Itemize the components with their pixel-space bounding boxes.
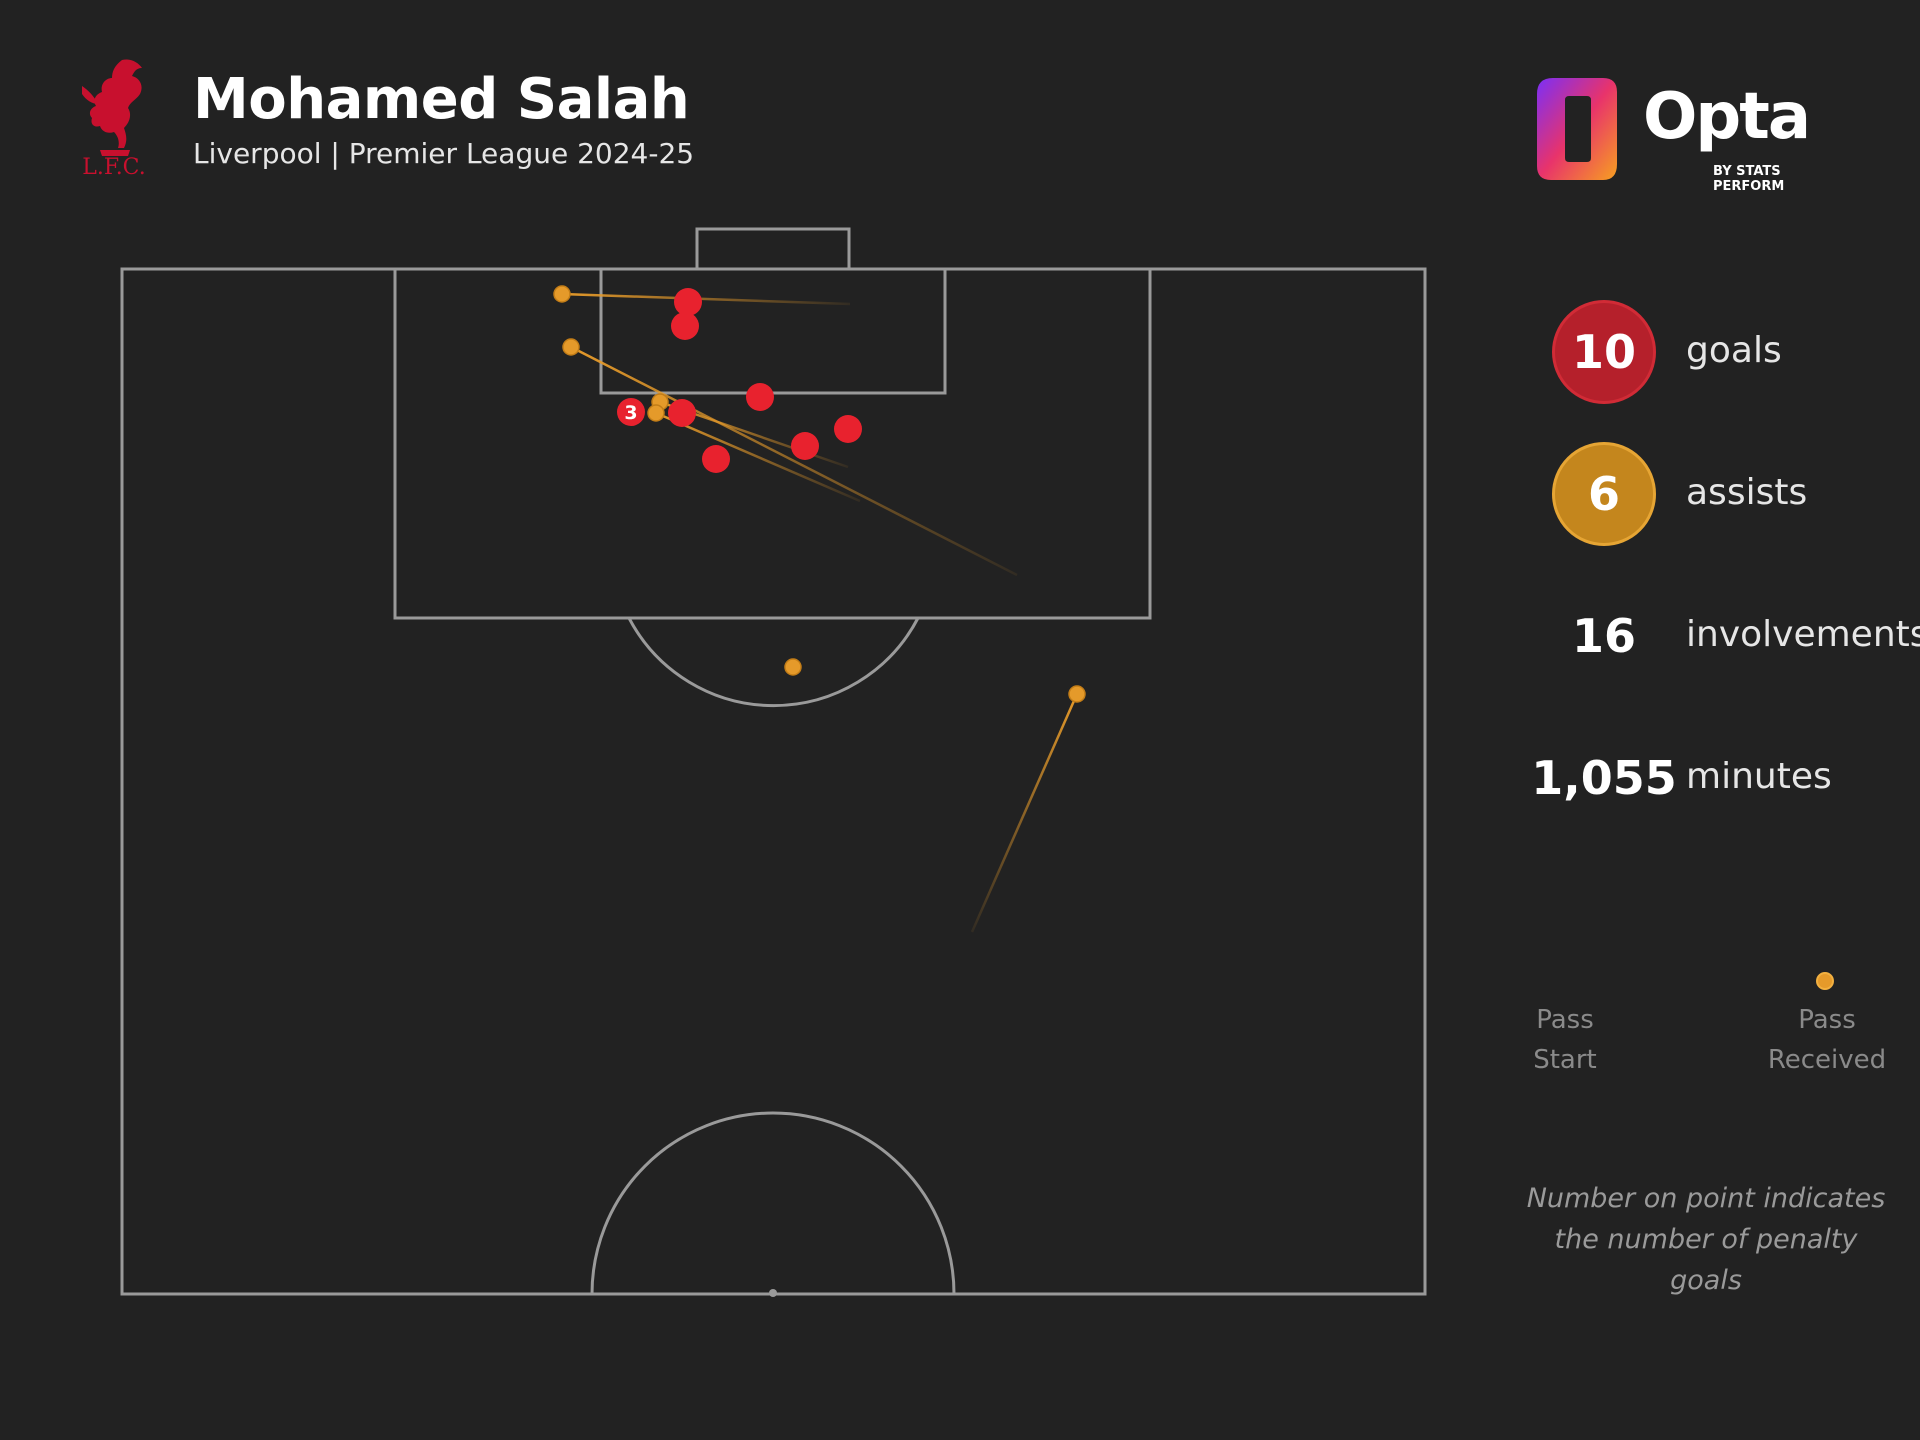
subtitle: Liverpool | Premier League 2024-25 bbox=[193, 137, 695, 170]
goal-point bbox=[668, 399, 696, 427]
crest-text: L.F.C. bbox=[82, 155, 145, 178]
assist-pass-line bbox=[561, 292, 851, 306]
legend-pass-received-marker bbox=[1816, 972, 1834, 990]
stat-value-badge: 6 bbox=[1552, 442, 1656, 546]
title-block: Mohamed Salah Liverpool | Premier League… bbox=[193, 66, 694, 172]
legend-start-line1: Pass bbox=[1536, 1005, 1594, 1035]
six-yard-box bbox=[599, 267, 947, 395]
assist-received-point bbox=[647, 404, 665, 422]
penalty-note-line2: the number of penalty goals bbox=[1554, 1224, 1858, 1296]
assist-received-point bbox=[784, 658, 802, 676]
liverpool-crest-logo: L.F.C. bbox=[82, 59, 146, 178]
assist-received-point bbox=[562, 338, 580, 356]
penalty-note: Number on point indicates the number of … bbox=[1516, 1178, 1896, 1301]
assist-pass-line bbox=[655, 411, 861, 503]
legend-end-label: Pass Received bbox=[1757, 1000, 1897, 1080]
opta-mark-icon bbox=[1537, 78, 1617, 180]
goal-point bbox=[834, 415, 862, 443]
goal-point bbox=[746, 383, 774, 411]
goal-point bbox=[671, 312, 699, 340]
penalty-goal-point bbox=[617, 398, 645, 426]
stat-row: 16 involvements bbox=[1548, 584, 1920, 694]
opta-logo: Opta BY STATS PERFORM bbox=[1533, 76, 1853, 194]
stat-value-badge: 10 bbox=[1552, 300, 1656, 404]
goal-point bbox=[674, 288, 702, 316]
penalty-goal-count-label: 3 bbox=[624, 402, 637, 424]
penalty-box bbox=[393, 267, 1152, 620]
stat-label: goals bbox=[1686, 330, 1782, 371]
centre-circle bbox=[590, 1111, 956, 1295]
stat-row: 10 goals bbox=[1548, 300, 1920, 410]
pitch-markings bbox=[120, 227, 1427, 1297]
legend-start-line2: Start bbox=[1533, 1045, 1597, 1075]
stat-row: 1,055 minutes bbox=[1531, 726, 1920, 836]
penalty-arc bbox=[627, 617, 920, 708]
assist-pass-line bbox=[970, 693, 1079, 933]
legend-end-line1: Pass bbox=[1798, 1005, 1856, 1035]
assist-received-point bbox=[553, 285, 571, 303]
goal-points: 3 bbox=[617, 288, 862, 473]
stat-value: 1,055 bbox=[1531, 751, 1677, 805]
liver-bird-base bbox=[100, 150, 130, 156]
assist-received-point bbox=[1068, 685, 1086, 703]
liver-bird-icon bbox=[89, 59, 142, 149]
assist-lines bbox=[561, 292, 1079, 933]
opta-byline: BY STATS PERFORM bbox=[1713, 164, 1785, 194]
legend-end-line2: Received bbox=[1767, 1045, 1887, 1075]
player-name: Mohamed Salah bbox=[193, 67, 690, 132]
opta-wordmark: Opta bbox=[1643, 80, 1811, 154]
goal-point bbox=[791, 432, 819, 460]
stat-label: involvements bbox=[1686, 614, 1920, 655]
assist-pass-line bbox=[570, 345, 1018, 577]
legend-start-label: Pass Start bbox=[1520, 1000, 1610, 1080]
pitch-outline bbox=[120, 267, 1427, 1296]
assist-points bbox=[553, 285, 1086, 703]
stat-label: assists bbox=[1686, 472, 1808, 513]
centre-spot bbox=[769, 1289, 777, 1297]
stat-label: minutes bbox=[1686, 756, 1832, 797]
goal-point bbox=[702, 445, 730, 473]
goal-frame bbox=[695, 227, 851, 271]
stat-value: 16 bbox=[1571, 609, 1636, 663]
stat-row: 6 assists bbox=[1548, 442, 1920, 552]
liver-bird-wing bbox=[82, 86, 98, 104]
penalty-note-line1: Number on point indicates bbox=[1526, 1183, 1886, 1214]
